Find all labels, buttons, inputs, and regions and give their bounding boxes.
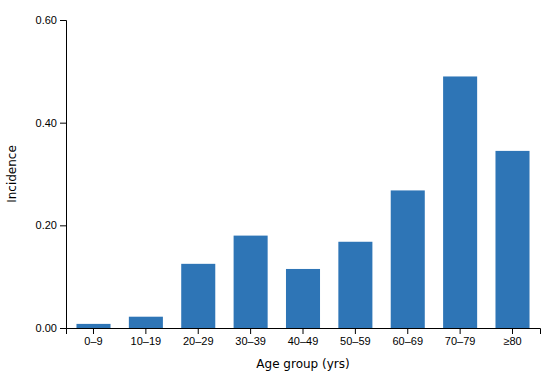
tick: 0–9 xyxy=(84,328,102,347)
tick: 0.00 xyxy=(36,322,66,334)
tick-mark xyxy=(60,123,66,124)
tick-label: 70–79 xyxy=(445,335,476,347)
axis-line xyxy=(67,329,541,335)
bar xyxy=(443,76,477,328)
bar xyxy=(391,190,425,328)
chart-svg: 0–9 10–19 20–29 30–39 40–49 50–59 60–69 70–79 ≥8… xyxy=(0,0,560,380)
tick: 10–19 xyxy=(131,328,162,347)
plot: 0–9 10–19 20–29 30–39 40–49 50–59 60–69 70–79 ≥8… xyxy=(36,14,541,347)
tick-mark xyxy=(198,328,199,334)
tick: 40–49 xyxy=(288,328,319,347)
tick: 50–59 xyxy=(340,328,371,347)
tick-mark xyxy=(407,328,408,334)
tick-label: 0–9 xyxy=(84,335,102,347)
x-axis: 0–9 10–19 20–29 30–39 40–49 50–59 60–69 70–79 ≥8… xyxy=(67,328,541,347)
tick-mark xyxy=(460,328,461,334)
tick: 0.60 xyxy=(36,14,66,26)
bar xyxy=(234,236,268,328)
tick: 70–79 xyxy=(445,328,476,347)
chart-container: 0–9 10–19 20–29 30–39 40–49 50–59 60–69 70–79 ≥8… xyxy=(0,0,560,380)
tick: 0.20 xyxy=(36,219,66,231)
tick: ≥80 xyxy=(503,328,521,347)
tick-mark xyxy=(303,328,304,334)
tick: 60–69 xyxy=(392,328,423,347)
bar xyxy=(181,264,215,328)
tick-label: ≥80 xyxy=(503,335,521,347)
tick-label: 20–29 xyxy=(183,335,214,347)
tick: 30–39 xyxy=(235,328,266,347)
tick-mark xyxy=(60,20,66,21)
tick-label: 0.20 xyxy=(36,219,57,231)
bar xyxy=(129,317,163,328)
bars xyxy=(76,76,529,328)
tick-label: 30–39 xyxy=(235,335,266,347)
x-axis-title: Age group (yrs) xyxy=(256,357,349,371)
y-axis-title: Incidence xyxy=(5,145,19,203)
bar xyxy=(338,242,372,328)
tick-label: 10–19 xyxy=(131,335,162,347)
tick-label: 50–59 xyxy=(340,335,371,347)
axis-line xyxy=(60,21,67,329)
tick-mark xyxy=(60,328,66,329)
tick-label: 0.00 xyxy=(36,322,57,334)
tick-mark xyxy=(60,225,66,226)
tick-mark xyxy=(93,328,94,334)
tick: 0.40 xyxy=(36,117,66,129)
tick-mark xyxy=(250,328,251,334)
bar xyxy=(286,269,320,328)
tick-label: 60–69 xyxy=(392,335,423,347)
tick-label: 0.40 xyxy=(36,117,57,129)
y-axis: 0.00 0.20 0.40 0.60 xyxy=(36,14,67,334)
bar xyxy=(76,324,110,328)
bar xyxy=(495,151,529,328)
tick-mark xyxy=(512,328,513,334)
tick-label: 0.60 xyxy=(36,14,57,26)
tick-mark xyxy=(355,328,356,334)
tick: 20–29 xyxy=(183,328,214,347)
tick-mark xyxy=(145,328,146,334)
tick-label: 40–49 xyxy=(288,335,319,347)
